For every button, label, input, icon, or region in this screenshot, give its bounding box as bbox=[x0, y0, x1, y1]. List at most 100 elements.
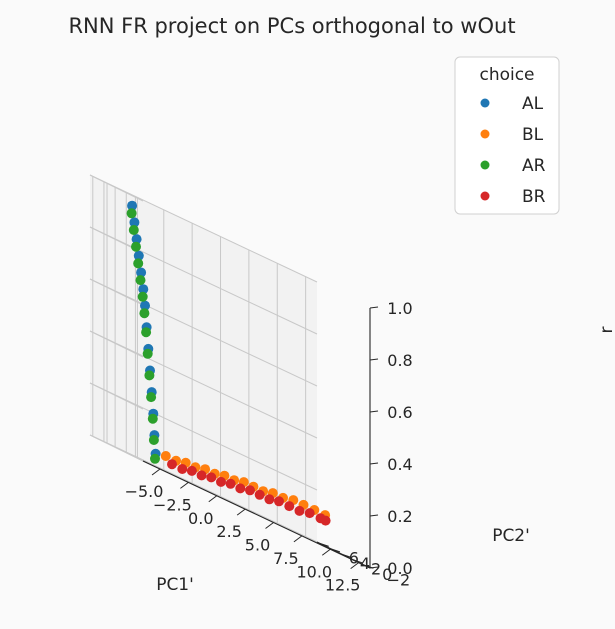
point-BR bbox=[245, 485, 255, 496]
x-tick-mark bbox=[321, 548, 331, 556]
z-tick-mark bbox=[369, 358, 379, 361]
legend-label-BL: BL bbox=[522, 125, 544, 145]
x-tick-label: 7.5 bbox=[273, 549, 298, 568]
point-AL bbox=[140, 300, 150, 311]
point-BR bbox=[254, 489, 265, 500]
legend: choice AL BL AR BR bbox=[454, 56, 560, 215]
point-AR bbox=[126, 208, 137, 219]
legend-label-BR: BR bbox=[522, 187, 546, 207]
x-tick-label: 12.5 bbox=[325, 576, 361, 595]
point-BR bbox=[225, 478, 236, 489]
point-AL bbox=[131, 234, 142, 245]
z-tick-label: 0.8 bbox=[387, 351, 412, 370]
grid-line-z-back bbox=[89, 330, 318, 439]
x-tick-label: 2.5 bbox=[216, 522, 241, 541]
point-BR bbox=[216, 476, 226, 487]
point-AR bbox=[133, 258, 144, 269]
point-AR bbox=[135, 275, 146, 286]
axes-3d: −5.0−2.50.02.55.07.510.012.5 −202460.00.2… bbox=[89, 174, 413, 595]
point-BR bbox=[304, 508, 315, 519]
point-BR bbox=[294, 505, 305, 516]
legend-marker-AR bbox=[480, 160, 490, 170]
data-points bbox=[126, 200, 331, 526]
y-tick-label: 6 bbox=[349, 548, 359, 567]
point-AL bbox=[138, 284, 149, 295]
point-BL bbox=[160, 451, 171, 461]
point-AR bbox=[142, 348, 153, 359]
point-AR bbox=[141, 327, 152, 338]
z-tick-mark bbox=[369, 462, 379, 465]
z-tick-label: 0.2 bbox=[387, 507, 412, 526]
x-tick-label: −2.5 bbox=[153, 495, 192, 514]
point-BR bbox=[284, 501, 295, 512]
z-tick-mark bbox=[369, 566, 379, 569]
z-tick-mark bbox=[369, 514, 379, 517]
point-AR bbox=[137, 291, 148, 302]
point-BR bbox=[274, 496, 284, 507]
legend-label-AR: AR bbox=[522, 156, 546, 176]
y-tick-mark bbox=[353, 559, 363, 564]
point-BR bbox=[235, 483, 246, 494]
y-tick-label: 4 bbox=[360, 554, 370, 573]
grid-line-z-back bbox=[89, 382, 318, 491]
x-tick-label: −5.0 bbox=[125, 482, 164, 501]
point-AR bbox=[139, 308, 150, 319]
legend-marker-BL bbox=[480, 129, 490, 139]
point-BR bbox=[167, 459, 177, 470]
y-tick-mark bbox=[319, 542, 329, 547]
grid-line-z-back bbox=[89, 226, 318, 335]
point-BR bbox=[186, 465, 197, 476]
point-AL bbox=[136, 267, 147, 278]
point-AR bbox=[148, 435, 159, 445]
x-tick-mark bbox=[236, 508, 246, 516]
x-axis-line bbox=[142, 460, 371, 569]
point-AR bbox=[144, 370, 155, 381]
x-tick-mark bbox=[180, 481, 189, 489]
x-tick-label: 5.0 bbox=[245, 536, 270, 555]
y-tick-label: 2 bbox=[371, 559, 381, 578]
z-axis-label: r bbox=[597, 327, 615, 334]
grid-line-z-back bbox=[89, 174, 318, 283]
grid-line-z-back bbox=[89, 434, 318, 543]
point-BR bbox=[177, 464, 188, 474]
legend-marker-BR bbox=[480, 191, 490, 201]
point-AR bbox=[147, 413, 158, 424]
point-BR bbox=[196, 470, 207, 481]
z-tick-mark bbox=[369, 410, 379, 413]
x-tick-mark bbox=[350, 562, 359, 570]
point-BR bbox=[264, 494, 275, 505]
y-axis-label: PC2' bbox=[492, 526, 530, 546]
point-AR bbox=[150, 453, 160, 464]
z-tick-label: 1.0 bbox=[387, 299, 412, 318]
z-tick-label: 0.4 bbox=[387, 455, 412, 474]
grid-line-z-back bbox=[89, 278, 318, 387]
point-AL bbox=[133, 250, 144, 261]
z-tick-label: 0.6 bbox=[387, 403, 412, 422]
y-tick-mark bbox=[341, 553, 352, 558]
point-AL bbox=[127, 200, 138, 211]
legend-box bbox=[454, 56, 560, 215]
point-AL bbox=[129, 217, 140, 228]
legend-label-AL: AL bbox=[522, 94, 544, 114]
point-AR bbox=[131, 241, 141, 252]
x-tick-mark bbox=[151, 468, 161, 476]
back-pane bbox=[90, 175, 317, 542]
x-tick-mark bbox=[265, 522, 274, 529]
y-tick-label: −2 bbox=[387, 570, 411, 589]
x-tick-label: 10.0 bbox=[296, 562, 332, 581]
point-BR bbox=[320, 515, 331, 526]
x-tick-label: 0.0 bbox=[188, 509, 213, 528]
x-tick-mark bbox=[208, 495, 218, 503]
z-tick-label: 0.0 bbox=[387, 559, 412, 578]
x-tick-mark bbox=[293, 535, 303, 543]
chart-title: RNN FR project on PCs orthogonal to wOut bbox=[68, 14, 515, 38]
point-BR bbox=[206, 472, 217, 483]
legend-title: choice bbox=[479, 65, 534, 85]
point-AR bbox=[128, 225, 139, 235]
y-tick-mark bbox=[330, 548, 341, 553]
legend-marker-AL bbox=[480, 98, 490, 108]
x-axis-label: PC1' bbox=[156, 575, 194, 595]
z-tick-mark bbox=[369, 306, 379, 309]
point-AR bbox=[146, 392, 157, 403]
